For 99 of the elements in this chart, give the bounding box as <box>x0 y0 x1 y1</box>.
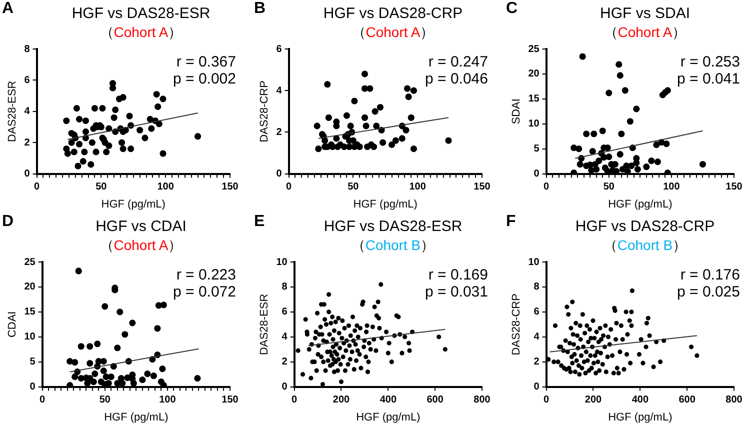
annotation: p = 0.041 <box>677 70 740 88</box>
x-axis-title: HGF (pg/mL) <box>608 198 672 210</box>
y-axis-title: SDAI <box>510 98 523 124</box>
x-tick-label: 100 <box>159 394 176 406</box>
x-tick-label: 150 <box>474 182 491 193</box>
x-tick-label: 400 <box>632 394 649 406</box>
y-tick-label: 2 <box>24 137 30 148</box>
y-tick-label: 25 <box>528 44 540 55</box>
chart-subtitle: （Cohort B） <box>603 237 687 253</box>
x-tick-label: 50 <box>99 394 111 406</box>
x-axis-title: HGF (pg/mL) <box>101 198 166 210</box>
x-axis-title: HGF (pg/mL) <box>608 411 672 424</box>
chart-subtitle: （Cohort B） <box>351 237 435 253</box>
y-tick-label: 2 <box>534 356 540 368</box>
y-tick-label: 0 <box>534 168 540 180</box>
y-axis-title: DAS28-CRP <box>258 80 271 142</box>
y-tick-label: 10 <box>528 256 540 268</box>
x-axis-title: HGF (pg/mL) <box>353 198 418 210</box>
y-tick-label: 0 <box>24 168 30 180</box>
y-tick-label: 0 <box>282 382 288 393</box>
annotation: r = 0.176 <box>680 266 740 284</box>
y-axis-title: CDAI <box>6 311 19 338</box>
y-tick-label: 8 <box>282 282 288 293</box>
text: A <box>2 0 14 18</box>
y-tick-label: 5 <box>30 356 36 368</box>
x-tick-label: 50 <box>96 182 108 193</box>
annotation: r = 0.367 <box>176 54 236 71</box>
x-tick-label: 400 <box>380 394 397 406</box>
y-tick-label: 2 <box>282 356 288 368</box>
y-axis-title: DAS28-ESR <box>6 80 19 142</box>
x-axis-title: HGF (pg/mL) <box>104 411 168 424</box>
chart-title: HGF vs CDAI <box>94 218 188 235</box>
x-tick-label: 0 <box>40 394 46 406</box>
chart-subtitle: （Cohort A） <box>604 24 686 40</box>
chart-subtitle: （Cohort A） <box>352 24 434 40</box>
y-tick-label: 2 <box>276 126 282 138</box>
y-tick-label: 6 <box>24 74 30 86</box>
y-tick-label: 10 <box>528 118 540 130</box>
annotation: p = 0.046 <box>425 70 488 88</box>
x-tick-label: 200 <box>584 394 602 406</box>
chart-subtitle: （Cohort A） <box>100 24 182 40</box>
x-axis-title: HGF (pg/mL) <box>356 411 420 424</box>
text: B <box>254 0 266 18</box>
y-tick-label: 10 <box>24 332 36 343</box>
chart-title: HGF vs DAS28-ESR <box>322 218 464 235</box>
x-tick-label: 150 <box>222 182 239 193</box>
x-tick-label: 800 <box>726 394 743 406</box>
y-tick-label: 6 <box>276 44 282 55</box>
y-tick-label: 20 <box>528 68 540 80</box>
y-tick-label: 0 <box>30 382 36 393</box>
chart-title: HGF vs SDAI <box>598 5 691 22</box>
x-tick-label: 150 <box>726 182 743 193</box>
y-tick-label: 10 <box>276 256 288 268</box>
annotation: r = 0.247 <box>428 54 488 71</box>
y-axis-title: DAS28-CRP <box>510 294 523 356</box>
x-tick-label: 200 <box>332 394 350 406</box>
chart-title: HGF vs DAS28-ESR <box>70 5 212 22</box>
annotation: p = 0.072 <box>173 284 236 301</box>
y-tick-label: 8 <box>534 282 540 293</box>
chart-title: HGF vs DAS28-CRP <box>322 5 464 22</box>
chart-title: HGF vs DAS28-CRP <box>574 218 716 235</box>
y-tick-label: 4 <box>534 332 540 343</box>
y-tick-label: 4 <box>282 332 288 343</box>
y-axis-title: DAS28-ESR <box>258 294 271 355</box>
x-tick-label: 100 <box>157 182 174 193</box>
x-tick-label: 600 <box>426 394 444 406</box>
annotation: p = 0.031 <box>425 284 488 301</box>
annotation: r = 0.169 <box>428 266 488 284</box>
chart-subtitle: （Cohort A） <box>100 237 182 253</box>
annotation: p = 0.025 <box>677 284 740 301</box>
x-tick-label: 0 <box>292 394 298 406</box>
x-tick-label: 0 <box>544 394 550 406</box>
x-tick-label: 100 <box>409 182 426 193</box>
text: E <box>254 213 265 231</box>
y-tick-label: 6 <box>282 306 288 318</box>
y-tick-label: 5 <box>534 144 540 155</box>
annotation: r = 0.223 <box>176 266 236 284</box>
x-tick-label: 600 <box>678 394 696 406</box>
text: F <box>506 213 516 231</box>
y-tick-label: 6 <box>534 306 540 318</box>
y-tick-label: 0 <box>534 382 540 393</box>
y-tick-label: 4 <box>24 106 30 118</box>
y-tick-label: 20 <box>24 282 36 293</box>
text: C <box>506 0 518 18</box>
annotation: r = 0.253 <box>680 54 740 71</box>
x-tick-label: 800 <box>474 394 491 406</box>
text: D <box>2 213 14 231</box>
x-tick-label: 150 <box>222 394 239 406</box>
y-tick-label: 4 <box>276 85 282 96</box>
y-tick-label: 0 <box>276 168 282 180</box>
y-tick-label: 25 <box>24 256 36 268</box>
y-tick-label: 8 <box>24 44 30 55</box>
y-tick-label: 15 <box>528 94 540 105</box>
x-tick-label: 50 <box>348 182 360 193</box>
x-tick-label: 50 <box>603 182 615 193</box>
y-tick-label: 15 <box>24 306 36 318</box>
annotation: p = 0.002 <box>173 70 236 88</box>
x-tick-label: 0 <box>544 182 550 193</box>
x-tick-label: 100 <box>663 182 680 193</box>
